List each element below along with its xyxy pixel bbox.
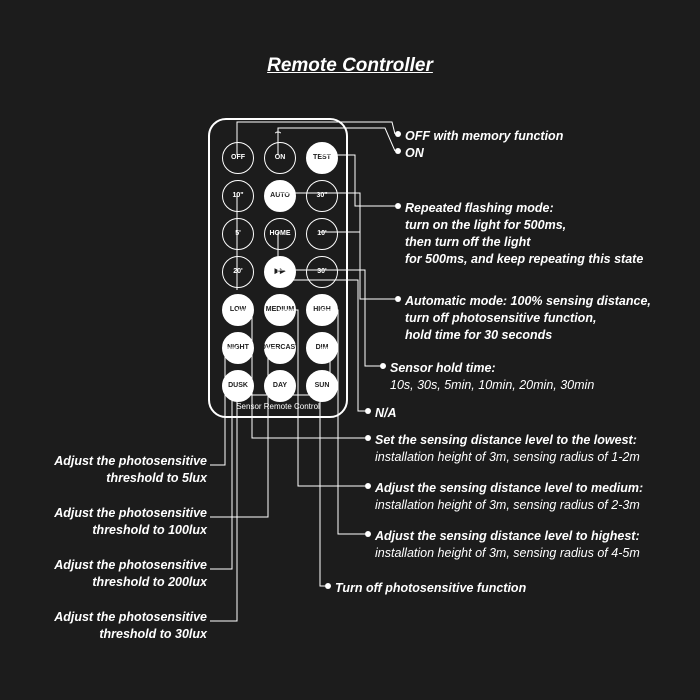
page-title: Remote Controller [0,55,700,77]
btn-test: TEST [306,142,338,174]
bullet-icon [365,408,371,414]
btn-flash: ▶▶ [264,256,296,288]
callout-na: N/A [375,405,397,422]
callout-5lux: Adjust the photosensitive threshold to 5… [37,453,207,487]
callout-hold-time: Sensor hold time: 10s, 30s, 5min, 10min,… [390,360,594,394]
callout-low: Set the sensing distance level to the lo… [375,432,640,466]
btn-30m: 30' [306,256,338,288]
button-grid: OFF ON TEST 10" AUTO 30" 5' HOME 10' 20'… [220,142,340,402]
btn-high: HIGH [306,294,338,326]
bullet-icon [380,363,386,369]
btn-5m: 5' [222,218,254,250]
btn-auto: AUTO [264,180,296,212]
callout-high: Adjust the sensing distance level to hig… [375,528,640,562]
btn-20m: 20' [222,256,254,288]
btn-overcast: OVERCAST [264,332,296,364]
btn-night: NIGHT [222,332,254,364]
btn-30s: 30" [306,180,338,212]
btn-dusk: DUSK [222,370,254,402]
btn-on: ON [264,142,296,174]
callout-100lux: Adjust the photosensitive threshold to 1… [37,505,207,539]
btn-dim: DIM [306,332,338,364]
btn-10m: 10' [306,218,338,250]
btn-medium: MEDIUM [264,294,296,326]
callout-flash-mode: Repeated flashing mode: turn on the ligh… [405,200,643,268]
remote-body: ⌢ OFF ON TEST 10" AUTO 30" 5' HOME 10' 2… [208,118,348,418]
bullet-icon [365,435,371,441]
bullet-icon [365,531,371,537]
bullet-icon [395,148,401,154]
callout-auto-mode: Automatic mode: 100% sensing distance, t… [405,293,651,344]
callout-sun: Turn off photosensitive function [335,580,526,597]
callout-medium: Adjust the sensing distance level to med… [375,480,643,514]
callout-30lux: Adjust the photosensitive threshold to 3… [37,609,207,643]
bullet-icon [395,296,401,302]
btn-10s: 10" [222,180,254,212]
btn-sun: SUN [306,370,338,402]
remote-label: Sensor Remote Control [210,402,346,411]
bullet-icon [365,483,371,489]
btn-off: OFF [222,142,254,174]
bullet-icon [395,203,401,209]
btn-day: DAY [264,370,296,402]
bullet-icon [325,583,331,589]
btn-home: HOME [264,218,296,250]
callout-off-memory: OFF with memory function ON [405,128,563,162]
btn-low: LOW [222,294,254,326]
ir-led-icon: ⌢ [274,126,281,139]
callout-200lux: Adjust the photosensitive threshold to 2… [37,557,207,591]
bullet-icon [395,131,401,137]
